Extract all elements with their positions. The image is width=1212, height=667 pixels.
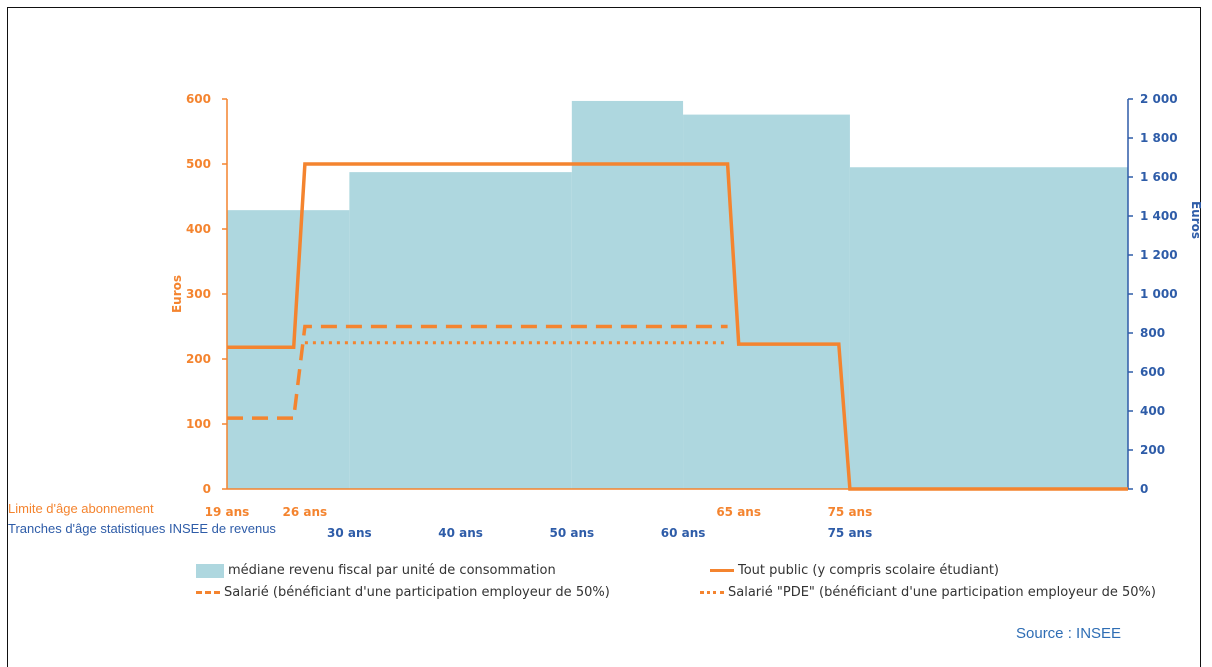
source-note: Source : INSEE <box>1016 625 1122 642</box>
y-left-tick-label-1: 100 <box>186 417 211 431</box>
y-right-tick-label-0: 0 <box>1140 482 1148 496</box>
y-left-tick-label-3: 300 <box>186 287 211 301</box>
legend-dotted-label: Salarié "PDE" (bénéficiant d'une partici… <box>728 585 1156 600</box>
subscription-age-row-label: Limite d'âge abonnement <box>8 501 154 516</box>
y-left-tick-label-5: 500 <box>186 157 211 171</box>
series-lines-layer <box>227 162 1128 491</box>
legend-area-label: médiane revenu fiscal par unité de conso… <box>228 563 556 578</box>
legend-dashed-label: Salarié (bénéficiant d'une participation… <box>224 585 610 600</box>
x-age-label-insee-4: 75 ans <box>828 526 873 540</box>
y-right-tick-label-6: 1 200 <box>1140 248 1178 262</box>
x-age-label-insee-3: 60 ans <box>661 526 706 540</box>
x-age-label-insee-1: 40 ans <box>438 526 483 540</box>
y-left-tick-label-6: 600 <box>186 92 211 106</box>
y-left-tick-label-2: 200 <box>186 352 211 366</box>
y-right-tick-label-2: 400 <box>1140 404 1165 418</box>
legend-item-area: médiane revenu fiscal par unité de conso… <box>196 563 556 578</box>
income-area-step-3 <box>683 114 850 489</box>
insee-brackets-row-label: Tranches d'âge statistiques INSEE de rev… <box>8 521 276 536</box>
x-age-label-subscription-3: 75 ans <box>828 505 873 519</box>
y-left-axis-title: Euros <box>170 275 184 313</box>
y-left-tick-label-4: 400 <box>186 222 211 236</box>
legend-dotted-swatch <box>700 591 724 594</box>
legend-solid-label: Tout public (y compris scolaire étudiant… <box>738 563 1000 578</box>
y-right-tick-label-5: 1 000 <box>1140 287 1178 301</box>
y-right-tick-label-1: 200 <box>1140 443 1165 457</box>
legend-item-solid: Tout public (y compris scolaire étudiant… <box>710 563 999 578</box>
x-age-label-subscription-1: 26 ans <box>283 505 328 519</box>
axes-layer: 0 100 200 300 400 500 600 0 200 400 600 800 1 000 1 2… <box>186 92 1178 496</box>
series-line-solid <box>227 162 1128 491</box>
x-age-label-insee-0: 30 ans <box>327 526 372 540</box>
income-area-step-0 <box>227 210 350 489</box>
income-area-step-4 <box>849 167 1128 489</box>
x-age-label-subscription-0: 19 ans <box>205 505 250 519</box>
x-age-labels-layer: 19 ans 26 ans 65 ans 75 ans 30 ans 40 ans 50 a… <box>205 505 873 540</box>
income-area-layer <box>227 100 1128 489</box>
series-line-dashed <box>227 324 728 420</box>
y-right-tick-label-4: 800 <box>1140 326 1165 340</box>
income-area-step-1 <box>349 172 572 489</box>
legend-item-dashed: Salarié (bénéficiant d'une participation… <box>196 585 610 600</box>
income-area-step-2 <box>571 100 684 489</box>
legend-solid-swatch <box>710 569 734 572</box>
y-right-tick-label-8: 1 600 <box>1140 170 1178 184</box>
y-right-tick-label-7: 1 400 <box>1140 209 1178 223</box>
chart-frame <box>7 7 1201 667</box>
y-right-tick-label-10: 2 000 <box>1140 92 1178 106</box>
y-right-tick-label-9: 1 800 <box>1140 131 1178 145</box>
y-right-tick-label-3: 600 <box>1140 365 1165 379</box>
x-age-label-subscription-2: 65 ans <box>716 505 761 519</box>
legend-item-dotted: Salarié "PDE" (bénéficiant d'une partici… <box>700 585 1156 600</box>
legend-dashed-swatch <box>196 591 220 594</box>
y-left-tick-label-0: 0 <box>203 482 211 496</box>
legend-area-swatch <box>196 563 224 578</box>
x-age-label-insee-2: 50 ans <box>549 526 594 540</box>
y-right-axis-title: Euros <box>1189 201 1203 239</box>
